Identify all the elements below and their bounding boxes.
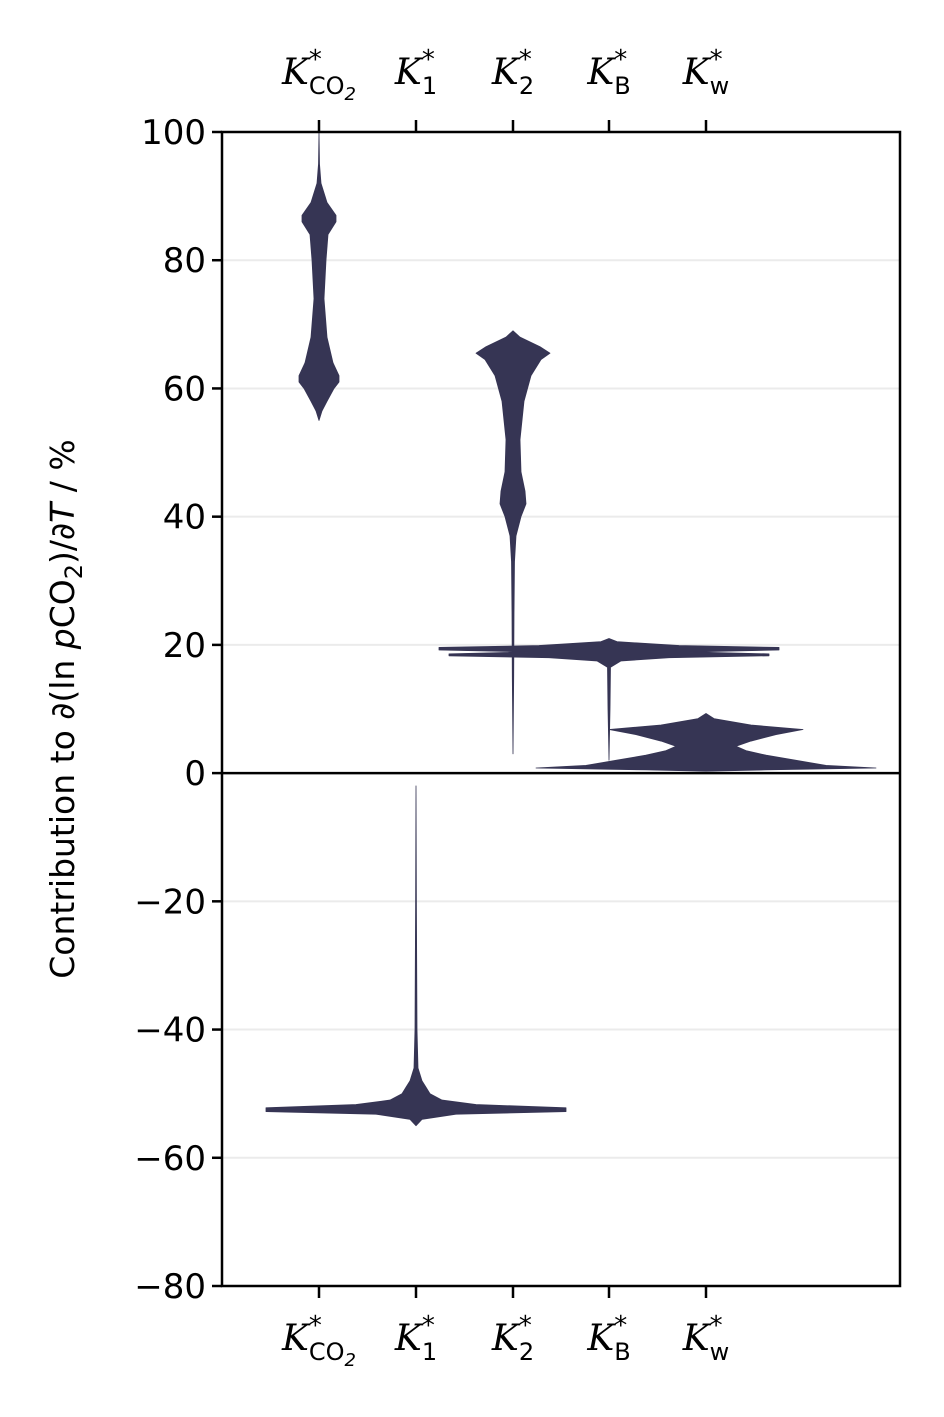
y-tick-label: −40	[134, 1011, 206, 1051]
x-axis-bottom: K* CO2 K* 1 K* 2 K* B K* w	[281, 1286, 729, 1371]
violin-k1	[265, 785, 567, 1127]
violin-kco2	[298, 131, 340, 421]
x-tick-label-k1: K* 1	[394, 45, 437, 100]
y-axis-label: Contribution to ∂(ln pCO2)/∂T / %	[43, 439, 88, 979]
x-tick-label-kco2: K* CO2	[281, 45, 356, 105]
y-tick-label: 40	[163, 498, 206, 538]
y-tick-label: −20	[134, 882, 206, 922]
x-tick-label-kb: K* B	[586, 45, 630, 100]
plot-frame	[220, 130, 902, 1288]
violins	[265, 131, 877, 1127]
x-tick-label-kb: K* B	[586, 1311, 630, 1366]
y-tick-label: 100	[141, 113, 206, 153]
x-axis-top: K* CO2 K* 1 K* 2 K* B K* w	[281, 45, 729, 132]
violin-kw	[535, 713, 877, 772]
y-tick-label: −80	[134, 1267, 206, 1307]
y-tick-label: 60	[163, 369, 206, 409]
violin-kb	[438, 638, 780, 761]
x-tick-label-kw: K* w	[682, 45, 730, 100]
violin-k2	[475, 330, 551, 755]
plot-background	[222, 132, 900, 1286]
y-tick-label: 20	[163, 626, 206, 666]
x-tick-label-kw: K* w	[682, 1311, 730, 1366]
x-tick-label-kco2: K* CO2	[281, 1311, 356, 1371]
x-tick-label-k2: K* 2	[491, 45, 534, 100]
y-tick-label: −60	[134, 1139, 206, 1179]
y-tick-label: 80	[163, 241, 206, 281]
y-axis: 100 80 60 40 20 0 −20 −40 −60 −80	[134, 113, 222, 1307]
gridlines	[222, 259, 900, 1159]
x-tick-label-k2: K* 2	[491, 1311, 534, 1366]
x-tick-label-k1: K* 1	[394, 1311, 437, 1366]
y-tick-label: 0	[184, 754, 206, 794]
